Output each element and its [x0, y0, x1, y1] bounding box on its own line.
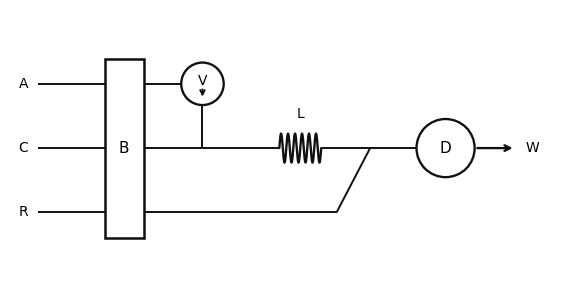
Text: L: L: [297, 107, 304, 121]
Text: V: V: [198, 74, 207, 88]
Circle shape: [181, 63, 224, 105]
Text: B: B: [119, 141, 129, 156]
Bar: [105, 59, 144, 237]
Circle shape: [417, 119, 475, 177]
Text: A: A: [19, 77, 28, 91]
Text: C: C: [19, 141, 28, 155]
Text: D: D: [439, 141, 451, 156]
Text: R: R: [19, 205, 28, 219]
Text: W: W: [526, 141, 539, 155]
